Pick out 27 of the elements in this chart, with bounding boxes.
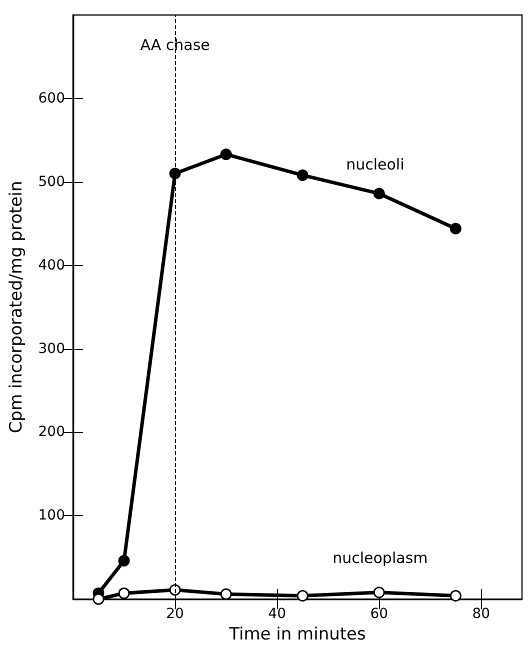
point xyxy=(220,588,232,600)
x-tick-label: 60 xyxy=(370,606,388,622)
point xyxy=(118,588,130,600)
x-tick-label: 40 xyxy=(268,606,286,622)
point xyxy=(92,593,104,605)
point xyxy=(220,148,232,160)
point xyxy=(169,168,181,180)
y-tick-label: 400 xyxy=(38,257,65,274)
y-tick-label: 500 xyxy=(38,174,65,190)
point xyxy=(450,222,462,234)
x-tick-label: 80 xyxy=(472,606,490,622)
series-label: nucleoplasm xyxy=(332,548,428,567)
point xyxy=(373,188,385,200)
x-tick-label: 20 xyxy=(166,606,184,622)
point xyxy=(169,584,181,596)
y-tick-label: 100 xyxy=(38,508,65,524)
point xyxy=(450,590,462,602)
x-axis-title: Time in minutes xyxy=(228,624,366,644)
ref-line-label: AA chase xyxy=(140,36,210,54)
y-axis-title: Cpm incorporated/mg protein xyxy=(6,180,26,434)
point xyxy=(296,169,308,181)
y-tick-label: 600 xyxy=(38,90,65,106)
y-tick-label: 200 xyxy=(38,424,65,440)
point xyxy=(296,590,308,602)
series-label: nucleoli xyxy=(346,155,404,174)
y-tick-label: 300 xyxy=(38,340,65,357)
point xyxy=(118,554,130,566)
